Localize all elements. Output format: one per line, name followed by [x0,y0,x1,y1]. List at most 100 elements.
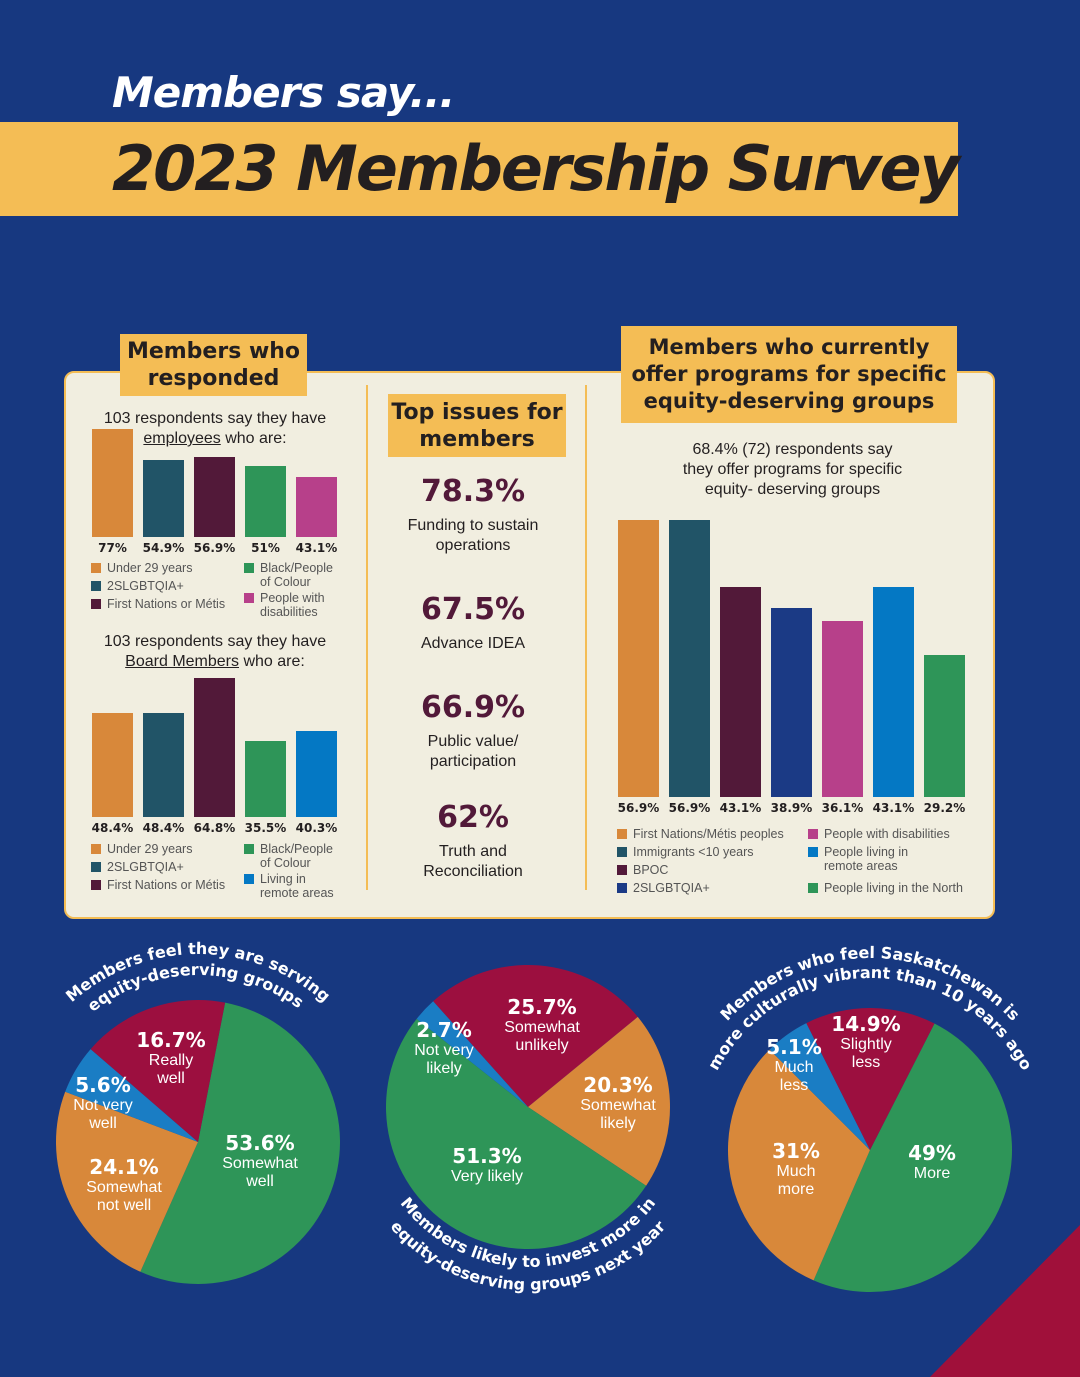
legend-item: People living in remote areas [808,845,908,873]
bar-value-label: 48.4% [142,821,185,835]
legend-label: Black/People of Colour [260,842,333,870]
bar-value-label: 51% [251,541,280,555]
bar [296,476,337,537]
legend-item: Under 29 years [91,561,192,575]
legend-swatch [808,847,818,857]
pie-slice-label: 53.6% Somewhat well [222,1131,298,1191]
legend-label: People living in remote areas [824,845,909,873]
bar-value-label: 77% [98,541,127,555]
issue-label: Funding to sustain operations [407,517,539,554]
pie-slice-value: 49% [908,1141,956,1165]
top-issues-heading: Top issues for members [388,394,566,457]
bar [296,730,337,817]
board-chart-title: 103 respondents say they have Board Memb… [80,632,350,672]
pie-slice [433,964,638,1107]
legend-label: 2SLGBTQIA+ [107,579,184,593]
pie-slice-category: Really well [148,1052,194,1087]
programs-heading: Members who currently offer programs for… [621,326,957,423]
pie-slice-value: 2.7% [416,1018,472,1042]
bar-value-label: 48.4% [91,821,134,835]
programs-subtitle: 68.4% (72) respondents say they offer pr… [682,441,903,498]
title-emphasis: employees [143,430,221,447]
legend-swatch [244,874,254,884]
legend-swatch [808,883,818,893]
legend-swatch [91,563,101,573]
legend-item: Black/People of Colour [244,561,333,589]
bar-value-label: 43.1% [872,801,915,815]
pie-slice [416,1001,528,1107]
title-emphasis: Board Members [125,653,239,670]
pie-slice-label: 49% More [908,1141,956,1183]
legend-swatch [617,829,627,839]
legend-item: Under 29 years [91,842,192,856]
pie-slice-category: Somewhat likely [580,1097,656,1132]
bar [720,587,761,797]
legend-label: BPOC [633,863,669,877]
legend-item: 2SLGBTQIA+ [91,860,184,874]
divider [366,385,368,890]
legend-swatch [808,829,818,839]
bar-value-label: 43.1% [719,801,762,815]
bar-value-label: 40.3% [295,821,338,835]
pie-slice-value: 5.1% [766,1035,822,1059]
legend-item: 2SLGBTQIA+ [91,579,184,593]
bar-value-label: 56.9% [668,801,711,815]
pie-slice-label: 20.3% Somewhat likely [580,1073,656,1133]
legend-item: First Nations or Métis [91,878,225,892]
legend-label: 2SLGBTQIA+ [107,860,184,874]
pie-slice-value: 14.9% [831,1012,901,1036]
legend-item: People with disabilities [244,591,325,619]
bar [669,519,710,797]
bar [822,621,863,797]
pie-slice-category: Not very likely [414,1042,474,1077]
legend-label: Immigrants <10 years [633,845,754,859]
pie-slice-value: 20.3% [583,1073,653,1097]
issue-label: Truth and Reconciliation [423,843,523,880]
pie-slice-label: 51.3% Very likely [451,1144,523,1186]
pie-slice-category: Somewhat not well [86,1179,162,1214]
pie-slice-category: Slightly less [840,1036,892,1071]
pie-slice-category: Much less [774,1059,814,1094]
corner-accent [930,1225,1080,1377]
pie-slice-label: 2.7% Not very likely [414,1018,474,1078]
bar-value-label: 64.8% [193,821,236,835]
legend-label: Under 29 years [107,842,193,856]
pie-slice [386,1018,647,1249]
legend-item: Black/People of Colour [244,842,333,870]
title-text: who are: [225,430,287,447]
bar [771,607,812,797]
pie-slice [806,1007,935,1150]
bar [618,519,659,797]
pie-slice [528,1016,670,1186]
legend-swatch [617,883,627,893]
pie-slice-label: 24.1% Somewhat not well [86,1155,162,1215]
legend-swatch [91,880,101,890]
legend-swatch [91,581,101,591]
bar [245,465,286,537]
legend-label: Under 29 years [107,561,193,575]
legend-swatch [244,563,254,573]
pie-slice-value: 5.6% [75,1073,131,1097]
legend-swatch [244,844,254,854]
pie-slice-label: 5.1% Much less [766,1035,821,1095]
legend-label: First Nations/Métis peoples [633,827,784,841]
legend-swatch [91,844,101,854]
employees-chart-title: 103 respondents say they have employees … [80,409,350,449]
legend-label: People with disabilities [824,827,950,841]
legend-item: People living in the North [808,881,963,895]
pie-slice-category: Very likely [450,1168,524,1185]
pie-slice-value: 25.7% [507,995,577,1019]
pie-slice-label: 14.9% Slightly less [831,1012,900,1072]
pie-slice-value: 31% [772,1139,820,1163]
pie-slice [65,1049,198,1142]
bar-value-label: 38.9% [770,801,813,815]
bar-value-label: 29.2% [923,801,966,815]
pie-slice [90,1000,226,1142]
legend-item: First Nations/Métis peoples [617,827,784,841]
bar [194,457,235,537]
divider [585,385,587,890]
issue-value: 66.9% [420,690,526,725]
issue-value: 78.3% [420,474,526,509]
legend-item: First Nations or Métis [91,597,225,611]
